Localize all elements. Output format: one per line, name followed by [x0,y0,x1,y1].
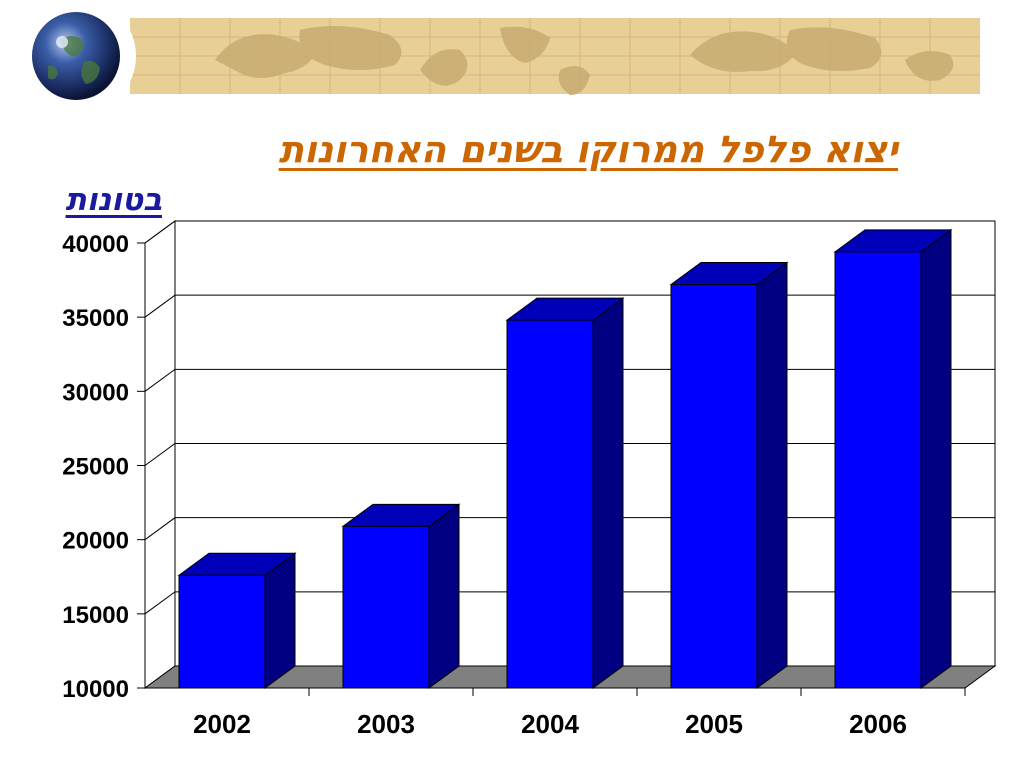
bar-front [342,525,430,689]
x-axis-ticks: 2002 2003 2004 2005 2006 [193,688,966,739]
bar-front [670,284,758,689]
y-tick-label: 40000 [62,231,129,258]
bar [669,261,789,689]
x-tick-label: 2006 [849,709,907,739]
y-tick-label: 35000 [62,305,129,332]
bars [177,228,953,689]
bar [505,297,625,689]
bar-front [834,251,922,689]
bar-side [920,228,952,689]
y-axis-unit-label: בטונות [65,182,162,218]
y-tick-label: 20000 [62,528,129,555]
bar [833,228,953,689]
banner [20,0,980,108]
globe-highlight [56,36,68,48]
map-continents [215,26,954,95]
x-tick-label: 2002 [193,709,251,739]
y-tick-label: 25000 [62,454,129,481]
x-tick-label: 2004 [521,709,579,739]
bar-side [756,261,788,689]
x-tick-label: 2005 [685,709,743,739]
y-tick-label: 30000 [62,379,129,406]
y-tick-label: 10000 [62,676,129,703]
bar [177,552,297,689]
bar-side [264,552,296,689]
bar [341,503,461,689]
slide-title: יצוא פלפל ממרוקו בשנים האחרונות [278,128,898,171]
bar-front [178,574,266,689]
gridline [144,220,995,244]
x-tick-label: 2003 [357,709,415,739]
bar-front [506,319,594,689]
y-axis-ticks: 40000 35000 30000 25000 20000 15000 10000 [62,231,145,703]
bar-side [428,503,460,689]
y-tick-label: 15000 [62,602,129,629]
bar-side [592,297,624,689]
